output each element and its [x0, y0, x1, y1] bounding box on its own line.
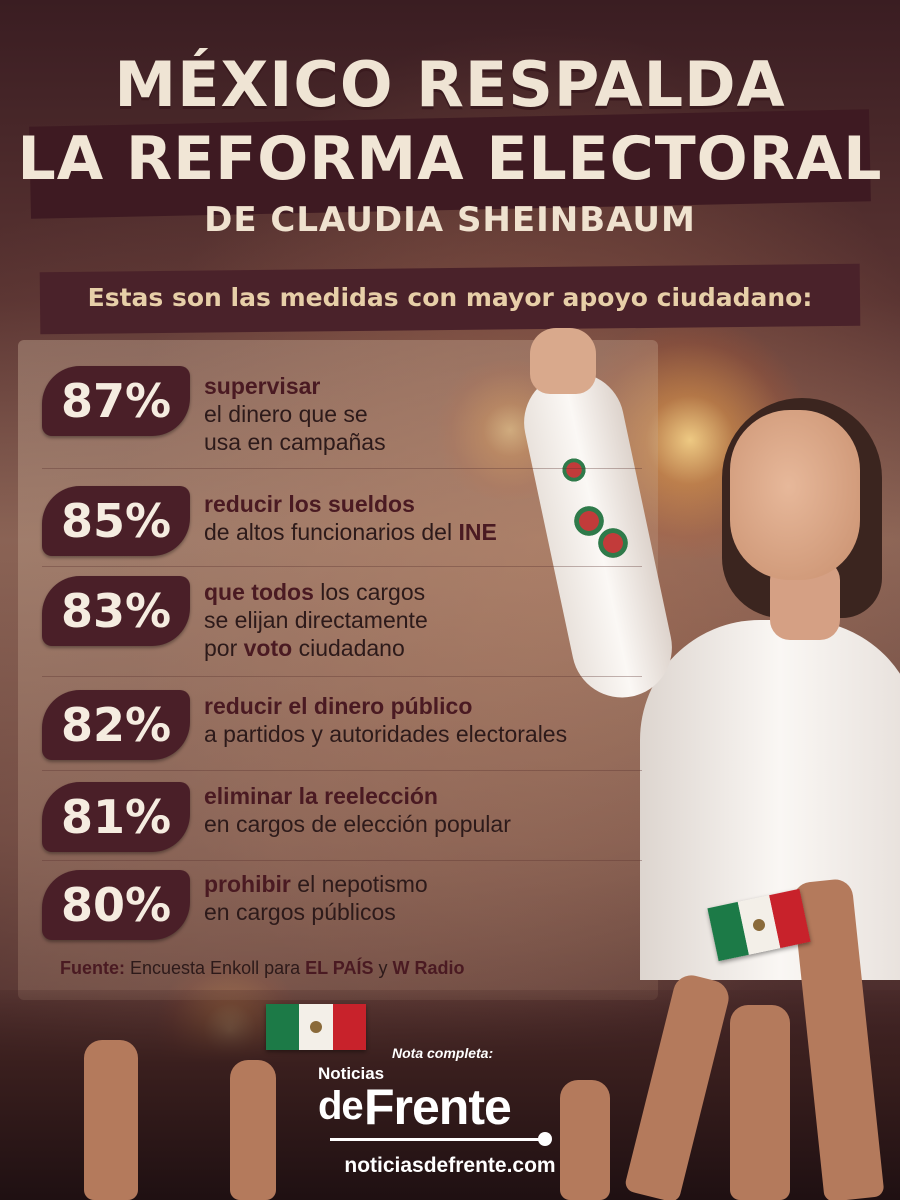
- measure-item: 81% eliminar la reelección en cargos de …: [42, 778, 662, 856]
- measure-item: 83% que todos los cargos se elijan direc…: [42, 572, 662, 661]
- percent-badge: 83%: [42, 576, 190, 646]
- measure-line: el dinero que se: [204, 401, 368, 427]
- logo-noticias: Noticias: [318, 1064, 385, 1083]
- website-link[interactable]: noticiasdefrente.com: [344, 1154, 556, 1177]
- measure-bold: INE: [458, 519, 497, 545]
- logo-underline: [330, 1138, 544, 1141]
- measure-line: en cargos públicos: [204, 899, 396, 925]
- measure-text: reducir el dinero público a partidos y a…: [204, 692, 567, 748]
- crowd-fist: [84, 1040, 138, 1200]
- percent-badge: 87%: [42, 366, 190, 436]
- measure-line: a partidos y autoridades electorales: [204, 721, 568, 747]
- nota-completa-label: Nota completa:: [392, 1045, 494, 1061]
- measure-text: que todos los cargos se elijan directame…: [204, 578, 428, 662]
- measure-bold: prohibir: [204, 871, 291, 897]
- flower-embroidery: [590, 520, 636, 566]
- measure-line: de altos funcionarios del: [204, 519, 459, 545]
- percent-badge: 82%: [42, 690, 190, 760]
- source-outlet: EL PAÍS: [305, 958, 374, 978]
- source-line: Fuente: Encuesta Enkoll para EL PAÍS y W…: [60, 958, 464, 979]
- measure-line: en cargos de elección popular: [204, 811, 511, 837]
- logo-de: de: [318, 1084, 364, 1128]
- flower-embroidery: [556, 452, 592, 488]
- crowd-fist: [230, 1060, 276, 1200]
- divider: [42, 676, 642, 677]
- measure-line: por: [204, 635, 244, 661]
- measure-line: los cargos: [313, 579, 426, 605]
- logo-dot: [538, 1132, 552, 1146]
- crowd-fist: [730, 1005, 790, 1200]
- divider: [42, 468, 642, 469]
- measure-line: ciudadano: [292, 635, 405, 661]
- percent-badge: 80%: [42, 870, 190, 940]
- source-label: Fuente:: [60, 958, 125, 978]
- measure-bold: eliminar la reelección: [204, 783, 438, 809]
- measure-bold: voto: [243, 635, 293, 661]
- percent-badge: 85%: [42, 486, 190, 556]
- measure-item: 82% reducir el dinero público a partidos…: [42, 686, 662, 764]
- title-line-2: LA REFORMA ELECTORAL: [17, 124, 883, 194]
- measure-item: 85% reducir los sueldos de altos funcion…: [42, 482, 662, 560]
- measure-bold: reducir los sueldos: [204, 491, 415, 517]
- face: [730, 410, 860, 580]
- subtitle: Estas son las medidas con mayor apoyo ci…: [87, 283, 813, 312]
- measure-text: prohibir el nepotismo en cargos públicos: [204, 870, 428, 926]
- measure-line: se elijan directamente: [204, 607, 428, 633]
- mexico-flag-icon: [266, 1004, 366, 1050]
- divider: [42, 566, 642, 567]
- measure-line: usa en campañas: [204, 429, 386, 455]
- measure-text: reducir los sueldos de altos funcionario…: [204, 490, 497, 546]
- source-text: y: [373, 958, 393, 978]
- title-line-1: MÉXICO RESPALDA: [114, 48, 786, 121]
- source-outlet: W Radio: [392, 958, 465, 978]
- title-line-3: DE CLAUDIA SHEINBAUM: [204, 200, 696, 240]
- source-text: Encuesta Enkoll para: [125, 958, 306, 978]
- measure-bold: que todos: [204, 579, 314, 605]
- measure-text: eliminar la reelección en cargos de elec…: [204, 782, 511, 838]
- divider: [42, 770, 642, 771]
- raised-fist: [530, 328, 596, 394]
- logo-frente: Frente: [364, 1079, 512, 1135]
- measure-bold: supervisar: [204, 373, 321, 399]
- measure-line: el nepotismo: [290, 871, 428, 897]
- measure-text: supervisar el dinero que se usa en campa…: [204, 372, 386, 456]
- measure-item: 87% supervisar el dinero que se usa en c…: [42, 362, 662, 455]
- percent-badge: 81%: [42, 782, 190, 852]
- measure-item: 80% prohibir el nepotismo en cargos públ…: [42, 866, 662, 944]
- measure-bold: reducir el dinero público: [204, 693, 473, 719]
- crowd-fist: [560, 1080, 610, 1200]
- divider: [42, 860, 642, 861]
